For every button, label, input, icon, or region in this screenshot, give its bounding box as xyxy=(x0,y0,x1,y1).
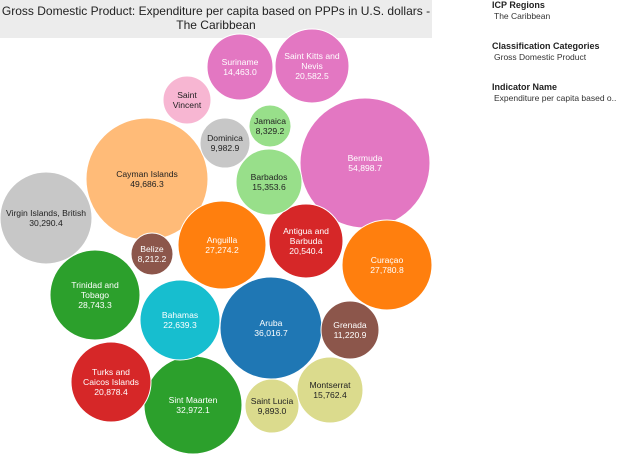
bubble-label-cura-ao: Curaçao xyxy=(371,255,404,265)
bubble-circle-trinidad-and-tobago[interactable] xyxy=(49,249,141,341)
bubble-circle-suriname[interactable] xyxy=(206,33,274,101)
icp-regions-value: The Caribbean xyxy=(494,11,551,21)
bubble-value-turks-and-caicos-islands: 20,878.4 xyxy=(94,387,128,397)
classification-heading: Classification Categories xyxy=(492,41,600,51)
bubble-value-virgin-islands-british: 30,290.4 xyxy=(29,218,63,228)
bubble-label-montserrat: Montserrat xyxy=(309,380,351,390)
classification-panel: Classification Categories Gross Domestic… xyxy=(492,41,620,63)
bubble-circle-dominica[interactable] xyxy=(199,117,251,169)
bubble-value-bermuda: 54,898.7 xyxy=(348,163,382,173)
bubble-value-aruba: 36,016.7 xyxy=(254,328,288,338)
bubble-label-turks-and-caicos-islands: Caicos Islands xyxy=(83,377,139,387)
bubble-circle-grenada[interactable] xyxy=(320,300,380,360)
bubble-label-dominica: Dominica xyxy=(207,133,243,143)
bubble-label-cayman-islands: Cayman Islands xyxy=(116,169,178,179)
bubble-label-trinidad-and-tobago: Tobago xyxy=(81,290,109,300)
bubble-value-suriname: 14,463.0 xyxy=(223,67,257,77)
indicator-heading: Indicator Name xyxy=(492,82,558,92)
bubble-label-barbados: Barbados xyxy=(251,172,288,182)
bubble-value-belize: 8,212.2 xyxy=(138,254,167,264)
indicator-value: Expenditure per capita based o.. xyxy=(494,93,617,103)
bubble-label-anguilla: Anguilla xyxy=(207,235,238,245)
bubble-value-dominica: 9,982.9 xyxy=(211,143,240,153)
bubble-label-turks-and-caicos-islands: Turks and xyxy=(92,367,130,377)
bubble-value-cayman-islands: 49,686.3 xyxy=(130,179,164,189)
bubble-label-bermuda: Bermuda xyxy=(348,153,383,163)
bubble-label-aruba: Aruba xyxy=(260,318,283,328)
bubble-label-suriname: Suriname xyxy=(222,57,259,67)
bubble-circle-cura-ao[interactable] xyxy=(341,219,433,311)
bubble-value-barbados: 15,353.6 xyxy=(252,182,286,192)
classification-value: Gross Domestic Product xyxy=(494,52,587,62)
bubble-label-saint-kitts-and-nevis: Saint Kitts and xyxy=(284,51,340,61)
bubble-value-sint-maarten: 32,972.1 xyxy=(176,405,210,415)
bubble-value-cura-ao: 27,780.8 xyxy=(370,265,404,275)
bubble-value-anguilla: 27,274.2 xyxy=(205,245,239,255)
icp-regions-panel: ICP Regions The Caribbean xyxy=(492,0,620,22)
bubble-circle-belize[interactable] xyxy=(130,232,174,276)
bubble-value-jamaica: 8,329.2 xyxy=(256,126,285,136)
bubble-circle-turks-and-caicos-islands[interactable] xyxy=(70,341,152,423)
bubble-value-montserrat: 15,762.4 xyxy=(313,390,347,400)
bubble-label-virgin-islands-british: Virgin Islands, British xyxy=(6,208,86,218)
bubble-label-saint-vincent: Vincent xyxy=(173,100,202,110)
bubble-label-trinidad-and-tobago: Trinidad and xyxy=(71,280,119,290)
bubble-circle-anguilla[interactable] xyxy=(177,200,267,290)
bubble-label-saint-lucia: Saint Lucia xyxy=(251,396,294,406)
chart-title: Gross Domestic Product: Expenditure per … xyxy=(0,0,432,38)
bubble-circle-bahamas[interactable] xyxy=(139,279,221,361)
bubble-label-antigua-and-barbuda: Antigua and xyxy=(283,226,329,236)
bubble-circle-virgin-islands-british[interactable] xyxy=(0,171,93,265)
bubble-circle-saint-vincent[interactable] xyxy=(162,75,212,125)
bubble-value-saint-lucia: 9,893.0 xyxy=(258,406,287,416)
bubble-circle-montserrat[interactable] xyxy=(296,356,364,424)
indicator-panel: Indicator Name Expenditure per capita ba… xyxy=(492,82,620,104)
bubble-value-grenada: 11,220.9 xyxy=(334,330,367,340)
bubble-label-sint-maarten: Sint Maarten xyxy=(169,395,218,405)
bubble-circle-antigua-and-barbuda[interactable] xyxy=(268,203,344,279)
bubble-value-bahamas: 22,639.3 xyxy=(163,320,197,330)
bubble-circle-saint-lucia[interactable] xyxy=(244,378,300,434)
bubble-label-saint-kitts-and-nevis: Nevis xyxy=(301,61,323,71)
bubble-label-grenada: Grenada xyxy=(333,320,367,330)
bubble-label-belize: Belize xyxy=(140,244,164,254)
icp-regions-heading: ICP Regions xyxy=(492,0,545,10)
bubble-value-antigua-and-barbuda: 20,540.4 xyxy=(289,246,323,256)
bubble-value-trinidad-and-tobago: 28,743.3 xyxy=(78,300,112,310)
bubble-label-jamaica: Jamaica xyxy=(254,116,286,126)
bubble-label-antigua-and-barbuda: Barbuda xyxy=(290,236,323,246)
bubble-label-bahamas: Bahamas xyxy=(162,310,198,320)
bubble-circle-saint-kitts-and-nevis[interactable] xyxy=(274,28,350,104)
bubble-circle-jamaica[interactable] xyxy=(248,104,292,148)
bubble-value-saint-kitts-and-nevis: 20,582.5 xyxy=(295,71,329,81)
bubble-label-saint-vincent: Saint xyxy=(177,90,197,100)
bubble-circle-barbados[interactable] xyxy=(235,148,303,216)
